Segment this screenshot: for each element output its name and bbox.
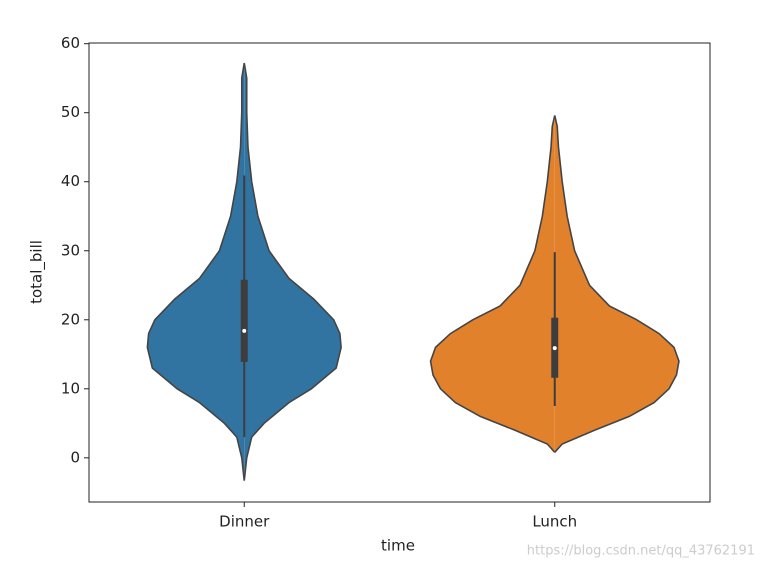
violin-body — [147, 63, 245, 481]
violin-outline — [146, 62, 246, 481]
violin-outline — [243, 62, 342, 481]
violin-outline — [553, 115, 680, 453]
x-tick-label: Dinner — [219, 513, 270, 531]
x-tick-label: Lunch — [532, 513, 577, 531]
violin-outline — [429, 115, 556, 453]
y-tick-label: 0 — [70, 448, 80, 466]
violin-body — [430, 115, 555, 453]
median — [552, 346, 557, 351]
y-tick-label: 20 — [61, 310, 80, 328]
watermark: https://blog.csdn.net/qq_43762191 — [527, 544, 755, 559]
y-tick-label: 10 — [61, 379, 80, 397]
violin-body — [244, 63, 342, 481]
x-axis-label: time — [381, 537, 415, 555]
y-tick-label: 30 — [61, 241, 80, 259]
y-tick-label: 60 — [61, 34, 80, 52]
y-axis-label: total_bill — [28, 240, 47, 304]
y-tick-label: 40 — [61, 172, 80, 190]
plot-frame — [88, 42, 711, 503]
y-tick-label: 50 — [61, 103, 80, 121]
median — [242, 328, 247, 333]
violin-body — [554, 115, 679, 453]
box — [240, 279, 248, 362]
